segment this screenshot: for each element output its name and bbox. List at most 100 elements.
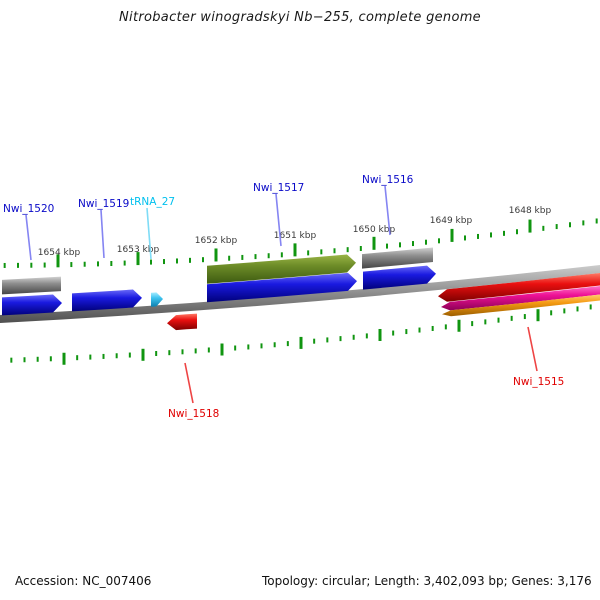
ruler-minor-tick	[155, 351, 158, 357]
ruler-minor-tick	[76, 355, 79, 361]
ruler-minor-tick	[181, 349, 184, 355]
ruler-label: 1651 kbp	[274, 231, 317, 241]
category-bar-nwi-1517[interactable]	[207, 254, 356, 284]
ruler-minor-tick	[241, 254, 244, 260]
feature-bar-orange[interactable]	[442, 294, 600, 317]
ruler-minor-tick	[36, 356, 39, 362]
ruler-minor-tick	[83, 261, 86, 267]
ruler-minor-tick	[392, 330, 395, 336]
ruler-minor-tick	[405, 329, 408, 335]
callout-line-nwi-1516	[384, 185, 391, 236]
ruler-minor-tick	[365, 333, 368, 339]
ruler-minor-tick	[484, 319, 487, 325]
callout-line-nwi-1520	[25, 214, 32, 261]
callout-line-nwi-1515	[527, 326, 538, 372]
ruler-minor-tick	[207, 347, 210, 353]
ruler-minor-tick	[115, 353, 118, 359]
ruler-minor-tick	[359, 246, 362, 252]
ruler-minor-tick	[234, 345, 237, 351]
callout-line-nwi-1517	[275, 193, 282, 247]
feature-label-trna-27[interactable]: tRNA_27	[130, 196, 175, 208]
gene-arrow-nwi-1516[interactable]	[363, 265, 436, 290]
ruler-minor-tick	[286, 341, 289, 347]
ruler-label: 1649 kbp	[430, 216, 473, 226]
ruler-major-tick	[378, 328, 382, 341]
ruler-minor-tick	[471, 321, 474, 327]
ruler-major-tick	[136, 252, 140, 266]
ruler-minor-tick	[273, 342, 276, 348]
ruler-minor-tick	[444, 324, 447, 330]
ruler-minor-tick	[346, 247, 349, 253]
ruler-major-tick	[450, 228, 454, 242]
ruler-minor-tick	[128, 352, 131, 358]
feature-label-nwi-1517[interactable]: Nwi_1517	[253, 182, 304, 194]
feature-label-nwi-1520[interactable]: Nwi_1520	[3, 203, 54, 215]
ruler-minor-tick	[477, 233, 479, 239]
ruler-minor-tick	[431, 325, 434, 331]
ruler-minor-tick	[260, 343, 263, 349]
ruler-minor-tick	[386, 243, 388, 249]
feature-bar-magenta[interactable]	[441, 286, 600, 311]
category-bar-nwi-1520[interactable]	[2, 276, 61, 295]
ruler-major-tick	[536, 309, 540, 322]
callout-line-nwi-1519	[100, 209, 105, 259]
ruler-minor-tick	[582, 220, 585, 226]
ruler-minor-tick	[247, 344, 250, 350]
gene-arrow-nwi-1520[interactable]	[2, 294, 62, 316]
gene-arrow-nwi-1519[interactable]	[72, 289, 142, 312]
ruler-minor-tick	[280, 252, 283, 258]
ruler-minor-tick	[254, 254, 257, 260]
ruler-minor-tick	[123, 260, 126, 266]
gene-arrow-nwi-1515[interactable]	[438, 273, 600, 302]
ruler-minor-tick	[168, 350, 171, 356]
ruler-minor-tick	[189, 257, 191, 263]
gene-arrow-nwi-1518[interactable]	[167, 313, 197, 331]
ruler-minor-tick	[589, 304, 592, 310]
ruler-minor-tick	[412, 241, 414, 247]
ruler-major-tick	[62, 352, 66, 365]
ruler-minor-tick	[550, 310, 553, 316]
ruler-minor-tick	[30, 262, 33, 268]
ruler-major-tick	[214, 248, 218, 262]
ruler-minor-tick	[425, 239, 427, 245]
ruler-label: 1652 kbp	[195, 236, 238, 246]
ruler-minor-tick	[176, 258, 178, 264]
ruler-minor-tick	[464, 235, 466, 241]
ruler-minor-tick	[555, 224, 558, 230]
ruler-minor-tick	[43, 262, 46, 268]
ruler-minor-tick	[576, 306, 579, 312]
ruler-minor-tick	[307, 250, 310, 256]
ruler-minor-tick	[438, 238, 440, 244]
gene-arrow-nwi-1517[interactable]	[207, 272, 357, 303]
ruler-label: 1653 kbp	[117, 245, 160, 255]
ruler-minor-tick	[516, 229, 518, 235]
accession-text: Accession: NC_007406	[15, 574, 152, 588]
feature-label-nwi-1515[interactable]: Nwi_1515	[513, 376, 564, 388]
ruler-minor-tick	[23, 357, 26, 363]
ruler-label: 1654 kbp	[38, 248, 81, 258]
ruler-major-tick	[528, 219, 532, 233]
upper-ruler	[3, 218, 598, 268]
ruler-minor-tick	[3, 262, 6, 268]
ruler-minor-tick	[542, 225, 545, 231]
ruler-minor-tick	[490, 232, 492, 238]
ruler-minor-tick	[339, 336, 342, 342]
ruler-label: 1648 kbp	[509, 206, 552, 216]
ruler-minor-tick	[163, 259, 165, 265]
trna-arrow-trna-27[interactable]	[151, 292, 163, 307]
ruler-minor-tick	[523, 314, 526, 320]
feature-label-nwi-1518[interactable]: Nwi_1518	[168, 408, 219, 420]
ruler-minor-tick	[313, 338, 316, 344]
ruler-minor-tick	[110, 260, 113, 266]
ruler-major-tick	[220, 343, 224, 356]
ruler-minor-tick	[418, 327, 421, 333]
ruler-minor-tick	[326, 337, 329, 343]
ruler-major-tick	[457, 319, 461, 332]
feature-label-nwi-1516[interactable]: Nwi_1516	[362, 174, 414, 186]
feature-label-nwi-1519[interactable]: Nwi_1519	[78, 198, 129, 210]
callout-line-nwi-1518	[184, 362, 194, 404]
category-bar-nwi-1516[interactable]	[362, 247, 433, 269]
ruler-minor-tick	[150, 259, 152, 265]
